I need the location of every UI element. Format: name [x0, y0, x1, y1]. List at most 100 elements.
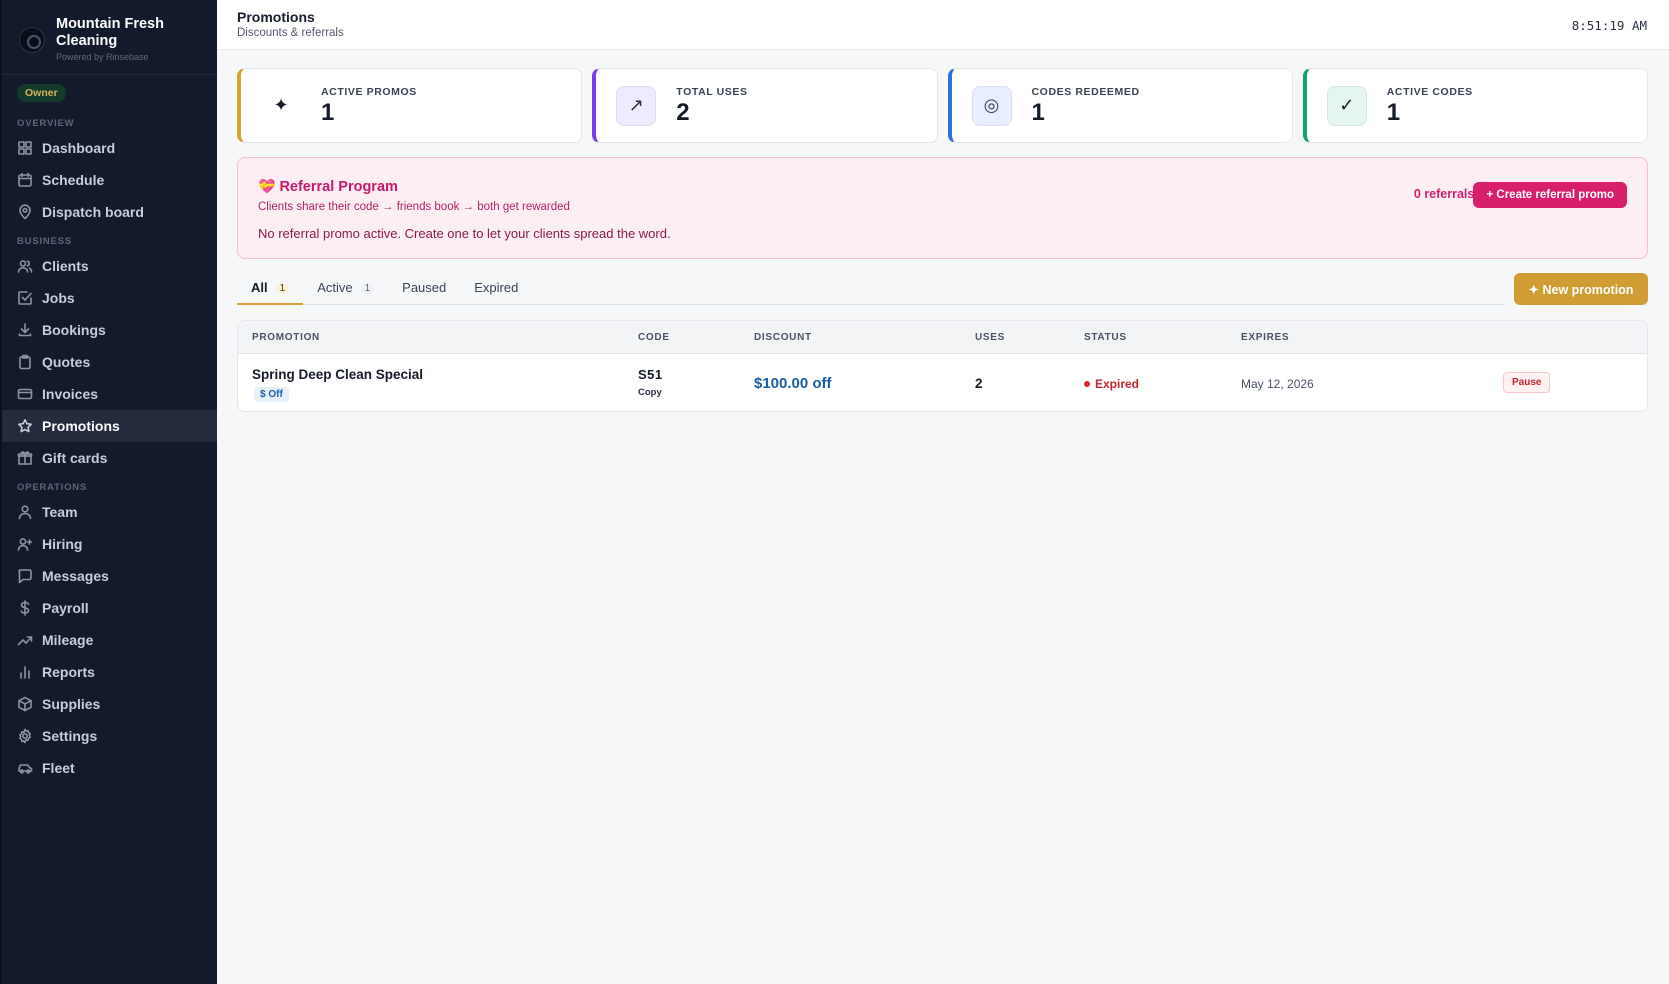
- sidebar-item-label: Bookings: [42, 322, 106, 338]
- message-icon: [17, 568, 33, 584]
- referral-program-card: 💝 Referral Program Clients share their c…: [237, 157, 1648, 259]
- sidebar-item-label: Payroll: [42, 600, 89, 616]
- sidebar-item-mileage[interactable]: Mileage: [2, 624, 217, 656]
- heart-gift-icon: 💝: [258, 178, 276, 194]
- box-icon: [17, 696, 33, 712]
- sidebar-item-label: Settings: [42, 728, 98, 744]
- sidebar-item-dashboard[interactable]: Dashboard: [2, 132, 217, 164]
- sidebar-item-label: Gift cards: [42, 450, 108, 466]
- sidebar-item-jobs[interactable]: Jobs: [2, 282, 217, 314]
- status-dot-icon: [1084, 381, 1090, 387]
- sidebar-item-label: Fleet: [42, 760, 75, 776]
- promotion-name[interactable]: Spring Deep Clean Special: [252, 367, 424, 382]
- referral-title-text: Referral Program: [279, 178, 398, 195]
- stat-card-codes-redeemed: ◎ CODES REDEEMED 1: [947, 68, 1293, 143]
- stat-card-active-promos: ✦ ACTIVE PROMOS 1: [237, 68, 583, 143]
- sidebar-item-payroll[interactable]: Payroll: [2, 592, 217, 624]
- col-expires[interactable]: EXPIRES: [1241, 332, 1290, 343]
- tab-expired[interactable]: Expired: [460, 272, 532, 305]
- stat-value: 1: [1386, 98, 1401, 126]
- discount-value: $100.00 off: [754, 375, 832, 392]
- tab-active[interactable]: Active 1: [303, 272, 388, 305]
- grid-icon: [17, 140, 33, 156]
- sidebar-item-gift-cards[interactable]: Gift cards: [2, 442, 217, 474]
- sidebar-item-clients[interactable]: Clients: [2, 250, 217, 282]
- sidebar-item-promotions[interactable]: Promotions: [2, 410, 217, 442]
- tab-label: All: [251, 280, 268, 295]
- star-icon: [17, 418, 33, 434]
- pause-button[interactable]: Pause: [1503, 372, 1551, 393]
- stat-cards: ✦ ACTIVE PROMOS 1 ↗ TOTAL USES 2 ◎ CODES REDEEM…: [237, 68, 1648, 143]
- col-discount[interactable]: DISCOUNT: [754, 332, 812, 343]
- powered-by: Powered by Rinsebase: [56, 52, 149, 62]
- sidebar-item-messages[interactable]: Messages: [2, 560, 217, 592]
- stat-label: ACTIVE CODES: [1386, 85, 1473, 98]
- car-icon: [17, 760, 33, 776]
- copy-code-button[interactable]: Copy: [638, 387, 662, 398]
- nav-section-title: OPERATIONS: [17, 482, 88, 493]
- download-icon: [17, 322, 33, 338]
- col-promotion[interactable]: PROMOTION: [252, 332, 320, 343]
- tab-count-badge: 1: [360, 283, 375, 294]
- table-header: PROMOTION CODE DISCOUNT USES STATUS EXPI…: [238, 321, 1647, 354]
- stat-label: CODES REDEEMED: [1031, 85, 1140, 98]
- new-promotion-button[interactable]: ✦ New promotion: [1514, 273, 1648, 305]
- promotion-type-badge: $ Off: [254, 387, 289, 402]
- col-code[interactable]: CODE: [638, 332, 670, 343]
- bar-chart-icon: [17, 664, 33, 680]
- sidebar-item-quotes[interactable]: Quotes: [2, 346, 217, 378]
- sidebar-item-settings[interactable]: Settings: [2, 720, 217, 752]
- sidebar-item-hiring[interactable]: Hiring: [2, 528, 217, 560]
- sidebar-item-label: Schedule: [42, 172, 105, 188]
- topbar: Promotions Discounts & referrals 8:51:19…: [217, 0, 1669, 50]
- tab-all[interactable]: All 1: [237, 272, 304, 305]
- stat-value: 1: [1031, 98, 1045, 126]
- status-badge: Expired: [1084, 377, 1139, 391]
- stat-value: 2: [676, 98, 690, 126]
- sidebar-item-label: Team: [42, 504, 78, 520]
- stat-card-active-codes: ✓ ACTIVE CODES 1: [1302, 68, 1648, 143]
- table-row[interactable]: Spring Deep Clean Special $ Off S51 Copy…: [238, 354, 1647, 411]
- brand-header[interactable]: Mountain Fresh Cleaning Powered by Rinse…: [2, 0, 217, 75]
- tab-label: Active: [317, 280, 353, 295]
- sidebar-item-label: Invoices: [42, 386, 99, 402]
- calendar-icon: [17, 172, 33, 188]
- sidebar-item-fleet[interactable]: Fleet: [2, 752, 217, 784]
- dollar-icon: [17, 600, 33, 616]
- sidebar-item-supplies[interactable]: Supplies: [2, 688, 217, 720]
- expires-date: May 12, 2026: [1241, 377, 1314, 391]
- status-text: Expired: [1095, 377, 1140, 391]
- sidebar-item-label: Hiring: [42, 536, 83, 552]
- credit-card-icon: [17, 386, 33, 402]
- col-uses[interactable]: USES: [975, 332, 1006, 343]
- sidebar-item-reports[interactable]: Reports: [2, 656, 217, 688]
- trending-up-icon: [17, 632, 33, 648]
- nav-section-title: BUSINESS: [17, 236, 72, 247]
- page-subtitle: Discounts & referrals: [237, 27, 344, 39]
- sidebar-item-bookings[interactable]: Bookings: [2, 314, 217, 346]
- nav-section-title: OVERVIEW: [17, 118, 75, 129]
- sparkle-icon: ✦: [261, 85, 301, 126]
- clock: 8:51:19 AM: [1571, 18, 1647, 33]
- sidebar-item-team[interactable]: Team: [2, 496, 217, 528]
- tab-label: Paused: [402, 280, 447, 295]
- col-status[interactable]: STATUS: [1084, 332, 1127, 343]
- check-icon: ✓: [1326, 85, 1367, 126]
- tab-paused[interactable]: Paused: [388, 272, 460, 305]
- stat-label: ACTIVE PROMOS: [321, 85, 417, 98]
- tab-label: Expired: [474, 280, 519, 295]
- sidebar-item-dispatch-board[interactable]: Dispatch board: [2, 196, 217, 228]
- sidebar-item-invoices[interactable]: Invoices: [2, 378, 217, 410]
- sidebar-item-label: Jobs: [42, 290, 75, 306]
- referral-subtitle: Clients share their code → friends book …: [258, 201, 570, 213]
- gear-icon: [17, 728, 33, 744]
- promo-code: S51: [638, 367, 663, 382]
- sidebar-item-schedule[interactable]: Schedule: [2, 164, 217, 196]
- users-icon: [17, 258, 33, 274]
- sidebar-item-label: Reports: [42, 664, 95, 680]
- promotion-tabs: All 1 Active 1 Paused Expired: [237, 272, 1505, 305]
- user-plus-icon: [17, 536, 33, 552]
- create-referral-promo-button[interactable]: + Create referral promo: [1473, 182, 1627, 208]
- sidebar-item-label: Clients: [42, 258, 89, 274]
- arrow-up-right-icon: ↗: [616, 85, 657, 126]
